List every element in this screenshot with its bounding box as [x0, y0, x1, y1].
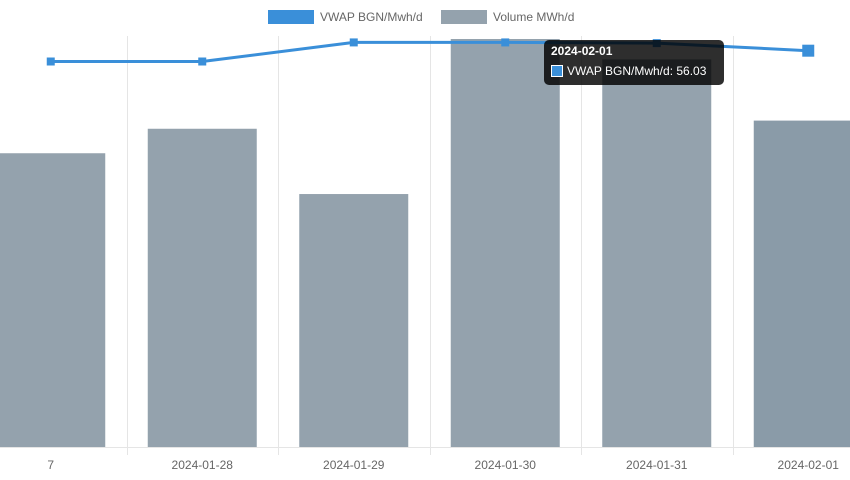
tooltip-value-text: VWAP BGN/Mwh/d: 56.03: [567, 64, 707, 78]
vwap-point: [501, 38, 510, 47]
vwap-point: [198, 57, 207, 66]
x-tick-label: 2024-02-01: [778, 458, 840, 472]
x-tick-label: 2024-01-31: [626, 458, 688, 472]
volume-bar: [602, 59, 712, 448]
vwap-point: [802, 44, 815, 57]
x-tick-label: 2024-01-28: [172, 458, 234, 472]
legend-label-volume: Volume MWh/d: [493, 10, 575, 24]
volume-bar: [147, 128, 257, 447]
volume-bar: [299, 194, 409, 447]
legend-item-volume[interactable]: Volume MWh/d: [441, 8, 574, 26]
volume-bar: [450, 39, 560, 447]
x-axis-tick-labels: 7 2024-01-28 2024-01-29 2024-01-30 2024-01-3…: [47, 458, 839, 472]
legend-label-vwap: VWAP BGN/Mwh/d: [320, 10, 423, 24]
tooltip-title: 2024-02-01: [551, 44, 613, 58]
x-tick-label: 7: [47, 458, 54, 472]
legend-swatch-volume: [441, 10, 487, 24]
legend-swatch-vwap: [268, 10, 314, 24]
vwap-point: [46, 57, 55, 66]
grid-lines: [0, 36, 850, 455]
x-tick-label: 2024-01-29: [323, 458, 385, 472]
legend-item-vwap[interactable]: VWAP BGN/Mwh/d: [268, 8, 423, 26]
tooltip-row: VWAP BGN/Mwh/d: 56.03: [551, 64, 706, 78]
x-tick-label: 2024-01-30: [475, 458, 537, 472]
chart-tooltip: 2024-02-01 VWAP BGN/Mwh/d: 56.03: [544, 40, 724, 85]
volume-bar: [0, 153, 106, 448]
volume-bar: [753, 120, 850, 447]
vwap-point: [349, 38, 358, 47]
tooltip-color-swatch: [551, 65, 563, 77]
chart-legend: VWAP BGN/Mwh/d Volume MWh/d: [0, 8, 850, 26]
volume-bars: [0, 39, 850, 448]
